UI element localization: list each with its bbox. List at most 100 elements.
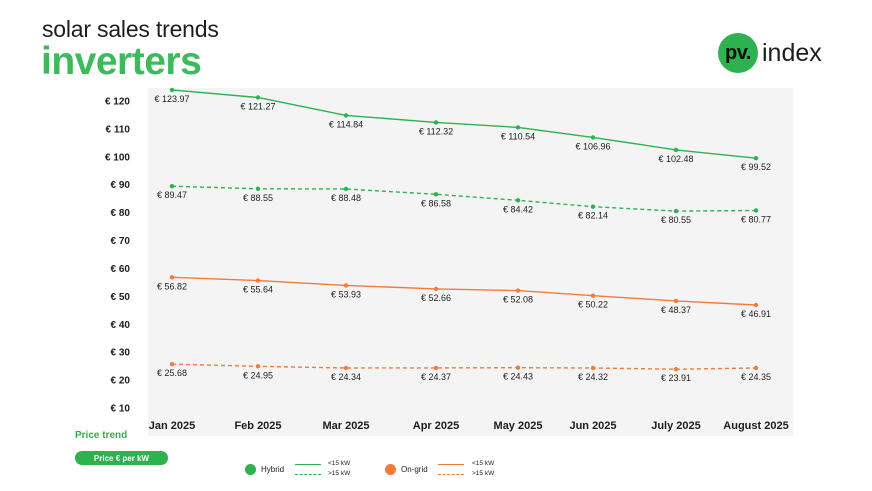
y-tick-label: € 70 [111,236,131,247]
data-point [753,365,759,371]
legend-hybrid-label: Hybrid [261,465,285,474]
data-label: € 46.91 [741,309,771,319]
page-subtitle: solar sales trends [42,16,219,42]
y-tick-label: € 10 [111,404,131,415]
data-point [753,208,759,213]
y-tick-label: € 30 [111,348,131,359]
data-label: € 80.55 [661,215,691,225]
data-point [673,147,679,153]
x-tick-label: July 2025 [651,420,701,432]
data-point [673,208,679,214]
data-label: € 86.58 [421,198,451,208]
data-label: € 24.43 [503,372,533,382]
data-point [515,198,521,203]
pv-index-logo: pv. index [718,33,822,73]
data-point [169,362,175,367]
data-point [753,302,759,308]
series-line-ongrid-dashed [171,363,757,370]
legend-hybrid-dashed-label: >15 kW [328,470,351,477]
y-tick-label: € 50 [111,292,131,303]
legend-hybrid-dashed-line [295,474,321,475]
x-tick-label: Feb 2025 [234,420,281,432]
data-point [753,156,759,161]
data-point [255,95,261,100]
data-label: € 24.95 [243,370,273,380]
data-label: € 50.22 [578,300,608,310]
data-label: € 24.37 [421,372,451,382]
unit-pill: Price € per kW [75,451,168,465]
data-label: € 24.34 [331,372,361,382]
legend-ongrid-dashed-label: >15 kW [472,470,495,477]
y-tick-label: € 60 [111,264,131,275]
data-point [515,125,521,130]
x-tick-label: Mar 2025 [322,420,369,432]
data-point [169,275,175,280]
page-title: inverters [41,40,202,83]
legend-ongrid-dashed-line [438,474,464,475]
legend-hybrid-solid-label: <15 kW [328,460,351,467]
data-label: € 55.64 [243,285,273,295]
x-tick-label: August 2025 [723,420,788,432]
data-label: € 53.93 [331,289,361,299]
data-label: € 106.96 [575,141,610,151]
data-point [433,286,439,292]
x-tick-label: Apr 2025 [413,420,459,432]
data-point [433,192,439,197]
data-label: € 25.68 [157,368,187,378]
data-label: € 84.42 [503,204,533,214]
data-point [590,293,596,298]
data-point [673,367,679,372]
y-tick-label: € 100 [105,152,130,163]
data-point [343,113,349,118]
data-point [343,186,349,192]
x-tick-label: Jan 2025 [149,420,195,432]
data-label: € 52.66 [421,293,451,303]
data-label: € 112.32 [419,126,453,136]
data-point [590,204,596,209]
data-point [590,135,596,140]
legend-ongrid-label: On-grid [401,465,428,474]
data-point [343,283,349,288]
data-label: € 52.08 [503,295,533,305]
data-label: € 121.27 [240,102,275,112]
data-point [433,120,439,125]
data-point [515,365,521,370]
data-label: € 88.55 [243,193,273,203]
y-tick-label: € 90 [111,180,131,191]
data-label: € 24.32 [578,372,608,382]
data-point [169,184,175,189]
data-label: € 99.52 [741,162,771,172]
data-label: € 82.14 [578,211,608,221]
data-point [343,365,349,371]
y-tick-label: € 80 [111,208,131,219]
legend-ongrid-solid-line [438,464,464,465]
data-label: € 123.97 [154,94,189,104]
plot-area [148,88,793,436]
data-point [590,365,596,371]
data-point [255,186,261,191]
y-tick-label: € 40 [111,320,131,331]
series-line-ongrid-solid [171,276,757,306]
data-point [673,298,679,304]
logo-badge: pv. [718,33,758,73]
data-label: € 56.82 [157,281,187,291]
y-tick-label: € 120 [105,97,130,108]
data-point [255,364,261,369]
x-tick-label: May 2025 [494,420,543,432]
x-tick-label: Jun 2025 [569,420,616,432]
price-trend-label: Price trend [75,430,128,441]
y-tick-label: € 110 [106,124,131,135]
data-point [169,87,175,93]
data-label: € 48.37 [661,305,691,315]
data-label: € 89.47 [157,190,187,200]
legend-ongrid-marker [385,464,396,475]
legend-hybrid-marker [245,464,256,475]
data-point [433,365,439,371]
logo-text: index [762,38,822,67]
data-label: € 110.54 [501,131,535,141]
data-label: € 102.48 [658,154,693,164]
legend-ongrid-solid-label: <15 kW [472,460,495,467]
y-tick-label: € 20 [111,376,131,387]
legend-hybrid-solid-line [295,464,321,465]
